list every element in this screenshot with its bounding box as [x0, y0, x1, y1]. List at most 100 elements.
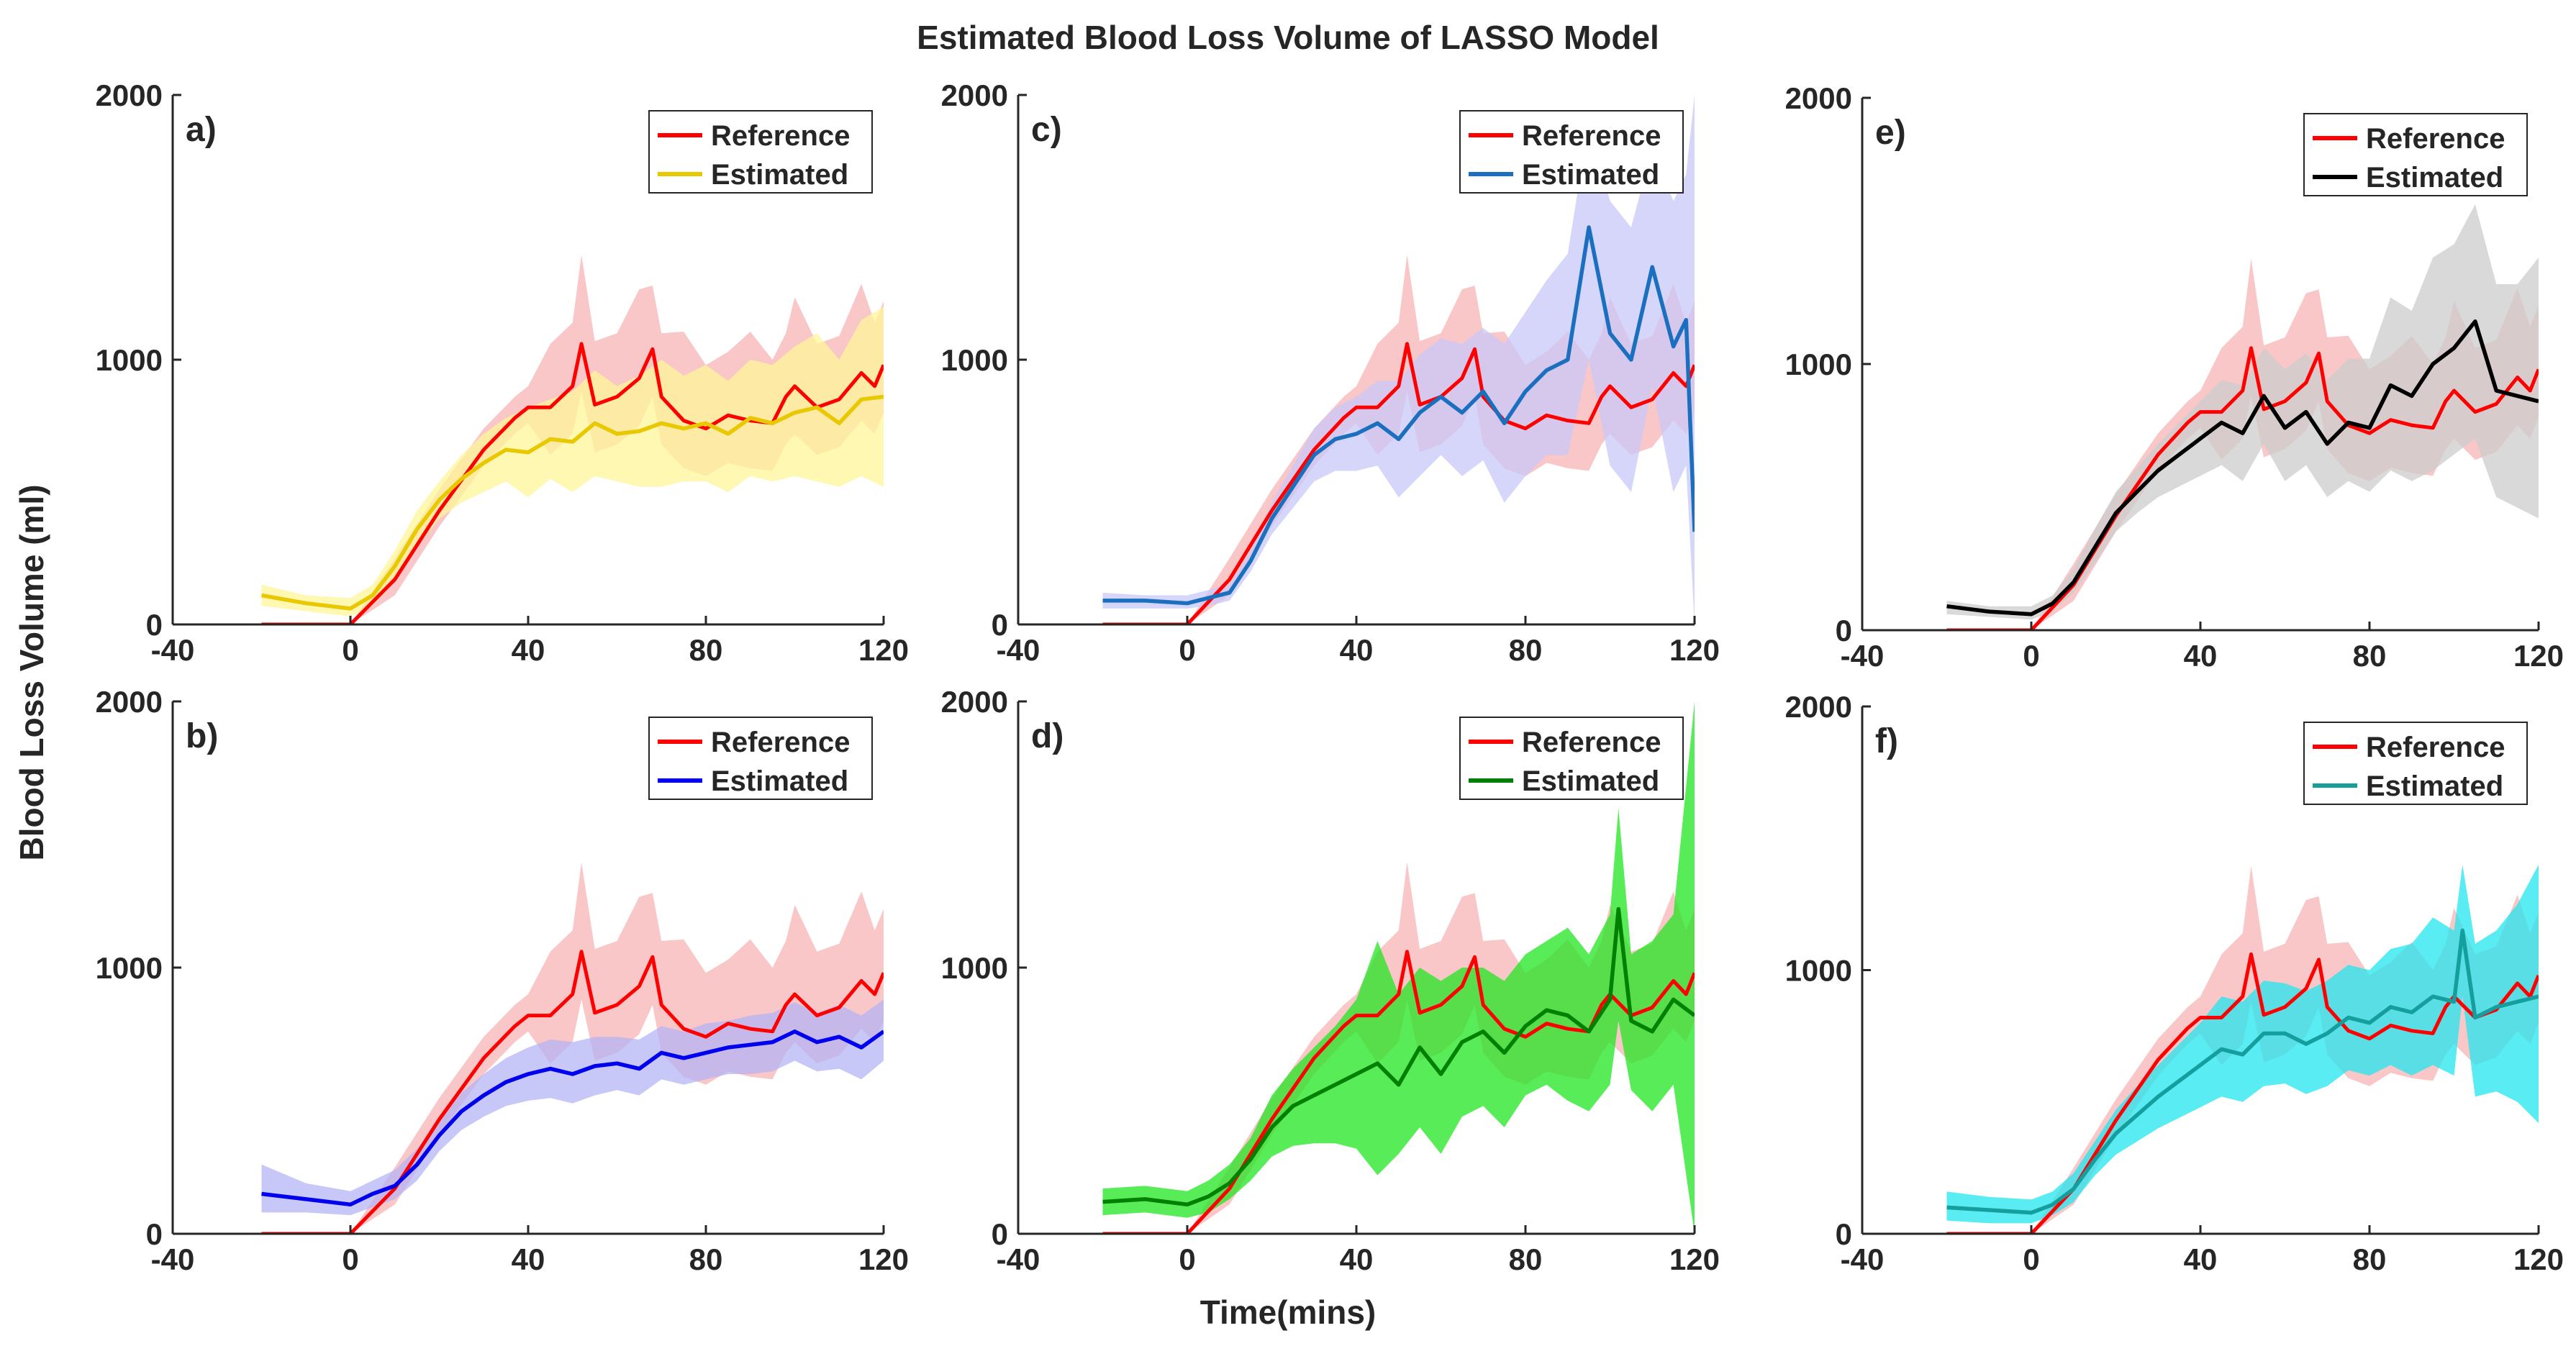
panel-f-x-tick-label: -40: [1841, 1242, 1885, 1276]
panel-d-y-tick-label: 2000: [941, 685, 1008, 719]
panel-e-x-tick-label: 0: [2023, 639, 2039, 673]
x-axis-label: Time(mins): [1200, 1293, 1377, 1331]
panel-e-y-tick-label: 0: [1836, 614, 1852, 647]
panel-d-x-tick-label: 40: [1340, 1242, 1374, 1276]
panel-a-plot-area: [261, 255, 884, 624]
panel-f-label: f): [1875, 722, 1898, 760]
panel-b-plot-area: [261, 862, 884, 1234]
panel-f-y-tick-label: 0: [1836, 1217, 1852, 1251]
panel-c-x-tick-label: -40: [997, 633, 1040, 667]
panel-f-estimated-line: [1946, 928, 2539, 1215]
panel-a-x-tick-label: 40: [512, 633, 545, 667]
panel-c-plot-area: [1102, 95, 1695, 624]
panel-f-x-tick-label: 40: [2184, 1242, 2218, 1276]
panel-b-legend-reference-label: Reference: [711, 727, 850, 758]
panel-c-y-tick-label: 1000: [941, 343, 1008, 377]
panel-b-reference-band: [261, 862, 884, 1234]
panel-f-legend-estimated-label: Estimated: [2366, 770, 2503, 802]
y-axis-label: Blood Loss Volume (ml): [13, 484, 50, 860]
panel-f-legend-reference-label: Reference: [2366, 732, 2505, 763]
panel-d-y-tick-label: 1000: [941, 951, 1008, 985]
figure-title: Estimated Blood Loss Volume of LASSO Mod…: [917, 19, 1659, 56]
panel-d-x-tick-label: -40: [997, 1242, 1040, 1276]
panel-a-x-tick-label: 0: [342, 633, 358, 667]
panel-c-y-tick-label: 0: [992, 608, 1008, 642]
panel-e-label: e): [1875, 114, 1906, 152]
panel-c-x-tick-label: 80: [1509, 633, 1543, 667]
panel-a-x-tick-label: 80: [689, 633, 723, 667]
panel-b-x-tick-label: 0: [342, 1242, 358, 1276]
panel-a-legend-reference-label: Reference: [711, 120, 850, 152]
panel-f-x-tick-label: 80: [2353, 1242, 2387, 1276]
panel-c-x-tick-label: 40: [1340, 633, 1374, 667]
panel-a-estimated-line: [261, 394, 884, 611]
panel-c-estimated-band: [1102, 95, 1695, 624]
panel-c-reference-line: [1102, 342, 1695, 624]
panel-a-reference-line: [261, 342, 884, 624]
panel-f-legend-box: [2303, 722, 2528, 805]
panel-a-label: a): [186, 111, 217, 149]
panel-e-legend-estimated-label: Estimated: [2366, 162, 2503, 194]
panel-b-reference-line: [261, 950, 884, 1234]
panel-d-estimated-band: [1102, 701, 1695, 1234]
panel-f-reference-line: [1946, 952, 2539, 1234]
panel-c-label: c): [1031, 111, 1062, 149]
panel-a-estimated-band: [261, 306, 884, 617]
panel-c-y-tick-label: 2000: [941, 78, 1008, 112]
panel-b-legend-box: [648, 717, 873, 800]
panel-b-y-tick-label: 0: [146, 1217, 163, 1251]
panel-e-y-tick-label: 1000: [1785, 347, 1852, 381]
panel-f-plot-area: [1946, 864, 2539, 1234]
panel-b-x-tick-label: -40: [151, 1242, 195, 1276]
panel-b-legend-estimated-label: Estimated: [711, 765, 848, 797]
panel-b-x-tick-label: 40: [512, 1242, 545, 1276]
panel-f-estimated-band: [1946, 864, 2539, 1224]
panel-a-y-tick-label: 1000: [96, 343, 163, 377]
panel-a-y-tick-label: 2000: [96, 78, 163, 112]
panel-b-estimated-band: [261, 999, 884, 1216]
panel-d-label: d): [1031, 717, 1063, 755]
panel-c-x-tick-label: 120: [1669, 633, 1720, 667]
panel-e-x-tick-label: 40: [2184, 639, 2218, 673]
panel-e-x-tick-label: -40: [1841, 639, 1885, 673]
panel-d-x-tick-label: 120: [1669, 1242, 1720, 1276]
panel-d-reference-line: [1102, 950, 1695, 1234]
panel-d-legend-estimated-label: Estimated: [1522, 765, 1659, 797]
panel-f-x-tick-label: 0: [2023, 1242, 2039, 1276]
panel-f-y-tick-label: 1000: [1785, 954, 1852, 988]
panel-d-plot-area: [1102, 701, 1695, 1234]
panel-a-legend-estimated-label: Estimated: [711, 159, 848, 191]
panel-c-legend-estimated-label: Estimated: [1522, 159, 1659, 191]
panel-b-estimated-line: [261, 1029, 884, 1207]
panel-e-legend-box: [2303, 113, 2528, 196]
panel-d-y-tick-label: 0: [992, 1217, 1008, 1251]
panel-e-reference-line: [1946, 346, 2539, 630]
panel-e-legend-reference-label: Reference: [2366, 123, 2505, 155]
panel-b-x-tick-label: 80: [689, 1242, 723, 1276]
panel-d-legend-reference-label: Reference: [1522, 727, 1661, 758]
panel-f-x-tick-label: 120: [2513, 1242, 2564, 1276]
panel-d-x-tick-label: 80: [1509, 1242, 1543, 1276]
panel-d-legend-box: [1459, 717, 1684, 800]
panel-a-x-tick-label: 120: [858, 633, 909, 667]
panel-e-x-tick-label: 120: [2513, 639, 2564, 673]
panel-b-x-tick-label: 120: [858, 1242, 909, 1276]
panel-c-legend-reference-label: Reference: [1522, 120, 1661, 152]
panel-e-x-tick-label: 80: [2353, 639, 2387, 673]
panel-e-y-tick-label: 2000: [1785, 81, 1852, 115]
panel-e-estimated-band: [1946, 204, 2539, 620]
panel-c-reference-band: [1102, 255, 1695, 624]
panel-e-estimated-line: [1946, 319, 2539, 617]
panel-d-x-tick-label: 0: [1179, 1242, 1195, 1276]
panel-a-y-tick-label: 0: [146, 608, 163, 642]
panel-c-x-tick-label: 0: [1179, 633, 1195, 667]
panel-c-estimated-line: [1102, 225, 1695, 606]
